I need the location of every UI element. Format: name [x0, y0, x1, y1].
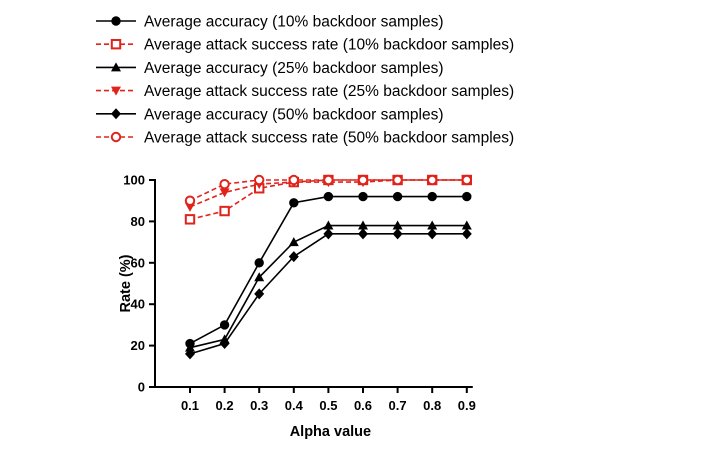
data-point: [358, 191, 368, 202]
x-tick-label: 0.2: [216, 398, 234, 413]
x-tick-label: 0.9: [458, 398, 476, 413]
data-point: [461, 174, 472, 186]
legend-entry: Average accuracy (50% backdoor samples): [96, 106, 444, 123]
series-line: [189, 195, 467, 345]
series-3: [185, 220, 472, 352]
data-point: [358, 228, 368, 240]
legend-entry: Average attack success rate (10% backdoo…: [96, 37, 514, 54]
legend-label: Average attack success rate (25% backdoo…: [144, 83, 514, 100]
data-point: [184, 195, 196, 206]
data-point: [254, 174, 265, 186]
series-6: [184, 174, 472, 206]
axes: 0 20 40 60 80 100 0.1 0.2 0.3 0.4 0.5 0.6 0.7 0.8 0.9: [123, 173, 476, 414]
legend-label: Average accuracy (50% backdoor samples): [144, 106, 444, 123]
x-tick-label: 0.6: [354, 398, 372, 413]
data-point: [323, 220, 334, 230]
data-point: [357, 174, 369, 186]
legend-marker: [110, 131, 122, 143]
data-point: [254, 272, 265, 282]
data-point: [219, 205, 230, 217]
y-tick-label: 0: [138, 380, 145, 395]
data-point: [323, 174, 334, 186]
data-point: [254, 258, 264, 268]
series-line: [189, 233, 467, 355]
data-point: [219, 178, 230, 190]
data-point: [185, 342, 195, 352]
data-point: [323, 228, 334, 240]
data-point: [219, 338, 230, 350]
data-point: [289, 198, 299, 208]
data-point: [323, 191, 334, 202]
y-tick-label: 40: [131, 297, 145, 312]
series-1: [185, 191, 472, 349]
legend-label: Average accuracy (10% backdoor samples): [144, 14, 444, 31]
y-axis-label: Rate (%): [118, 254, 134, 312]
x-axis-label: Alpha value: [290, 424, 371, 440]
legend-label: Average attack success rate (50% backdoo…: [144, 130, 514, 147]
legend-entry: Average accuracy (10% backdoor samples): [96, 14, 444, 31]
data-point: [288, 237, 299, 247]
y-tick-label: 20: [131, 338, 145, 353]
legend-label: Average accuracy (25% backdoor samples): [144, 60, 444, 77]
data-point: [392, 220, 403, 230]
y-tick-label: 100: [123, 173, 145, 188]
data-point: [392, 174, 403, 186]
series-line: [189, 224, 467, 349]
data-point: [392, 191, 403, 202]
series-5: [185, 228, 472, 360]
legend-entry: Average attack success rate (50% backdoo…: [96, 130, 514, 147]
data-point: [185, 348, 195, 360]
y-tick-label: 80: [131, 214, 145, 229]
data-point: [358, 220, 368, 230]
data-point: [427, 220, 438, 230]
legend-label: Average attack success rate (10% backdoo…: [144, 37, 514, 54]
x-tick-label: 0.1: [181, 398, 199, 413]
plot-area: [184, 174, 473, 360]
x-tick-label: 0.3: [250, 398, 268, 413]
legend-marker: [110, 39, 122, 50]
legend-entry: Average accuracy (25% backdoor samples): [96, 60, 444, 77]
legend-marker: [111, 16, 121, 26]
legend-marker: [111, 86, 121, 96]
data-point: [184, 214, 196, 225]
data-point: [392, 228, 403, 240]
data-point: [461, 220, 472, 230]
data-point: [219, 320, 230, 330]
legend-marker: [111, 62, 121, 72]
x-tick-label: 0.7: [389, 398, 407, 413]
x-tick-label: 0.4: [285, 398, 304, 413]
data-point: [462, 191, 472, 202]
data-point: [254, 288, 265, 300]
x-tick-label: 0.8: [423, 398, 441, 413]
data-point: [288, 174, 299, 186]
data-point: [288, 251, 299, 263]
data-point: [461, 228, 472, 240]
data-point: [427, 174, 438, 186]
legend-marker: [111, 108, 121, 120]
legend: Average accuracy (10% backdoor samples) A…: [96, 14, 514, 147]
data-point: [427, 228, 438, 240]
x-tick-label: 0.5: [319, 398, 337, 413]
series-line: [189, 179, 467, 202]
y-tick-label: 60: [131, 255, 145, 270]
data-point: [427, 191, 437, 202]
data-point: [219, 188, 230, 198]
legend-entry: Average attack success rate (25% backdoo…: [96, 83, 514, 100]
